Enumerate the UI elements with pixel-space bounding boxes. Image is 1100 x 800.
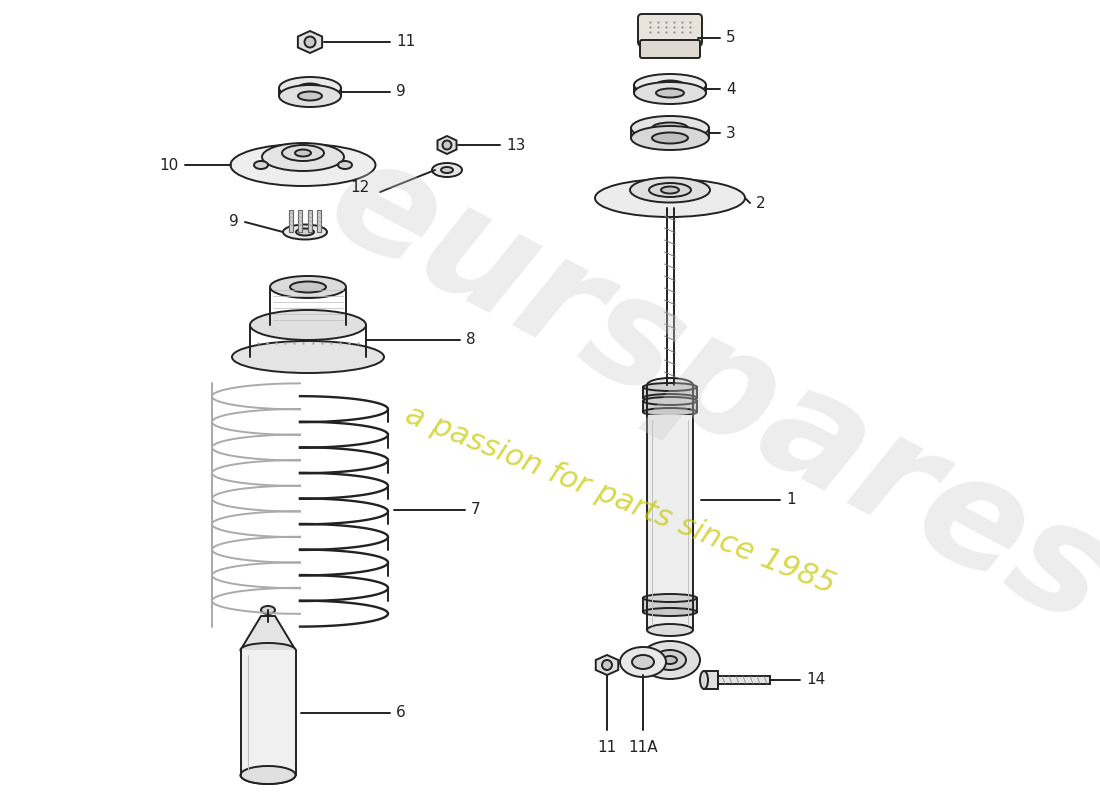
Ellipse shape <box>644 594 697 602</box>
Polygon shape <box>596 655 618 675</box>
Text: 3: 3 <box>726 126 736 141</box>
Ellipse shape <box>261 606 275 614</box>
Ellipse shape <box>644 397 697 405</box>
Ellipse shape <box>644 608 697 616</box>
Ellipse shape <box>644 408 697 416</box>
FancyBboxPatch shape <box>640 40 700 58</box>
Ellipse shape <box>700 671 708 689</box>
Bar <box>317 210 321 232</box>
Text: 12: 12 <box>351 181 370 195</box>
Ellipse shape <box>241 766 296 784</box>
Ellipse shape <box>656 81 684 90</box>
Ellipse shape <box>262 143 344 171</box>
Text: 7: 7 <box>471 502 481 518</box>
Text: 13: 13 <box>506 138 526 153</box>
Ellipse shape <box>640 641 700 679</box>
Bar <box>644 401 697 412</box>
Text: 11: 11 <box>396 34 416 50</box>
Bar <box>308 210 312 232</box>
Ellipse shape <box>254 161 268 169</box>
Text: 10: 10 <box>160 158 179 173</box>
Ellipse shape <box>647 378 693 392</box>
Ellipse shape <box>634 82 706 104</box>
Ellipse shape <box>298 91 322 101</box>
Ellipse shape <box>231 144 375 186</box>
Bar <box>704 671 718 689</box>
Polygon shape <box>241 616 296 650</box>
Ellipse shape <box>649 183 691 197</box>
Ellipse shape <box>652 133 688 143</box>
Ellipse shape <box>631 116 710 140</box>
Bar <box>289 210 293 232</box>
Bar <box>644 598 697 612</box>
Ellipse shape <box>338 161 352 169</box>
Text: 11A: 11A <box>628 741 658 755</box>
Text: a passion for parts since 1985: a passion for parts since 1985 <box>400 400 839 600</box>
Polygon shape <box>298 31 322 53</box>
Polygon shape <box>438 136 456 154</box>
Text: 8: 8 <box>466 333 475 347</box>
Circle shape <box>305 37 316 47</box>
Text: eurspares: eurspares <box>305 122 1100 658</box>
Ellipse shape <box>290 282 326 293</box>
Ellipse shape <box>279 85 341 107</box>
Ellipse shape <box>595 179 745 217</box>
Ellipse shape <box>656 89 684 98</box>
Bar <box>718 676 770 684</box>
Ellipse shape <box>630 178 710 202</box>
Circle shape <box>602 660 612 670</box>
Ellipse shape <box>652 122 688 134</box>
Ellipse shape <box>232 341 384 373</box>
Ellipse shape <box>647 624 693 636</box>
Text: 1: 1 <box>786 493 795 507</box>
Bar <box>647 415 693 630</box>
Bar <box>644 387 697 398</box>
FancyBboxPatch shape <box>638 14 702 46</box>
Ellipse shape <box>654 650 686 670</box>
Ellipse shape <box>283 225 327 239</box>
Ellipse shape <box>298 83 322 93</box>
Bar <box>241 650 296 775</box>
Ellipse shape <box>632 655 654 669</box>
Text: 6: 6 <box>396 705 406 720</box>
Ellipse shape <box>279 77 341 99</box>
Text: 5: 5 <box>726 30 736 46</box>
Ellipse shape <box>644 383 697 391</box>
Text: 14: 14 <box>806 673 825 687</box>
Circle shape <box>442 141 451 150</box>
Ellipse shape <box>270 276 346 298</box>
Ellipse shape <box>620 647 666 677</box>
Text: 9: 9 <box>229 214 239 230</box>
Text: 9: 9 <box>396 85 406 99</box>
Ellipse shape <box>644 394 697 402</box>
Text: 2: 2 <box>756 195 766 210</box>
Ellipse shape <box>282 145 324 161</box>
Ellipse shape <box>432 163 462 177</box>
Ellipse shape <box>241 643 296 657</box>
Ellipse shape <box>296 229 314 235</box>
Ellipse shape <box>250 310 366 340</box>
Ellipse shape <box>663 656 676 664</box>
Bar <box>298 210 302 232</box>
Ellipse shape <box>631 126 710 150</box>
Text: 11: 11 <box>597 741 617 755</box>
Ellipse shape <box>295 150 311 157</box>
Ellipse shape <box>634 74 706 96</box>
Ellipse shape <box>661 186 679 194</box>
Ellipse shape <box>441 167 453 173</box>
Text: 4: 4 <box>726 82 736 97</box>
